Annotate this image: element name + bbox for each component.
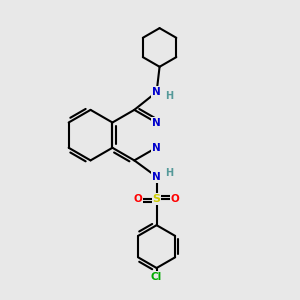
Text: N: N [152, 118, 161, 128]
Text: N: N [152, 172, 161, 182]
Text: O: O [134, 194, 142, 204]
Text: H: H [165, 91, 173, 100]
Text: O: O [171, 194, 179, 204]
Text: H: H [165, 168, 173, 178]
Text: N: N [152, 87, 161, 97]
Text: S: S [153, 194, 160, 204]
Text: N: N [152, 143, 161, 153]
Text: Cl: Cl [151, 272, 162, 282]
